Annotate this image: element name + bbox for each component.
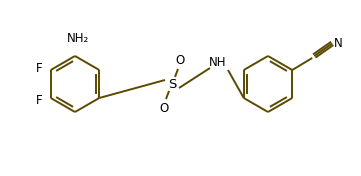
Text: S: S <box>168 77 176 90</box>
Text: NH₂: NH₂ <box>67 32 89 45</box>
Text: NH: NH <box>209 55 227 68</box>
Text: O: O <box>159 102 169 115</box>
Text: F: F <box>36 61 43 74</box>
Text: F: F <box>36 93 43 106</box>
Text: N: N <box>334 37 343 50</box>
Text: O: O <box>175 54 184 67</box>
